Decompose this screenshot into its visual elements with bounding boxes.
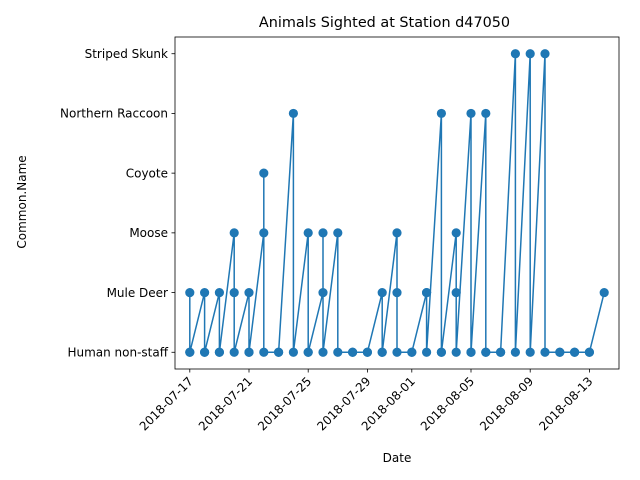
data-point xyxy=(259,347,269,357)
y-tick-label: Moose xyxy=(129,226,168,240)
data-point xyxy=(421,287,432,298)
data-point xyxy=(318,228,328,238)
data-point xyxy=(259,228,269,238)
data-point xyxy=(214,287,224,298)
data-point xyxy=(392,228,402,238)
data-point xyxy=(229,287,239,298)
y-tick-label: Striped Skunk xyxy=(85,47,168,61)
data-point xyxy=(244,287,254,298)
data-point xyxy=(318,287,328,298)
data-point xyxy=(392,347,402,357)
data-point xyxy=(436,347,446,357)
data-point xyxy=(525,347,535,357)
x-axis-title: Date xyxy=(383,451,412,465)
data-point xyxy=(259,168,269,178)
data-point xyxy=(481,347,491,357)
data-point xyxy=(599,287,609,298)
y-tick-label: Mule Deer xyxy=(107,286,168,300)
data-point xyxy=(540,347,550,357)
data-point xyxy=(200,347,210,357)
data-point xyxy=(569,347,580,357)
data-point xyxy=(481,108,491,119)
plot-frame xyxy=(174,36,620,370)
y-tick-label: Human non-staff xyxy=(67,346,168,360)
data-point xyxy=(333,228,343,238)
data-point xyxy=(229,228,239,238)
data-point xyxy=(377,287,387,298)
data-point xyxy=(407,347,417,357)
data-point xyxy=(451,287,461,298)
data-point xyxy=(273,347,284,357)
plot-area xyxy=(174,36,620,370)
data-point xyxy=(288,347,298,357)
data-point xyxy=(466,108,476,119)
data-point xyxy=(200,287,210,298)
data-point xyxy=(451,347,461,357)
chart-title: Animals Sighted at Station d47050 xyxy=(259,15,510,31)
data-point xyxy=(540,49,550,59)
data-point xyxy=(525,49,535,59)
data-point xyxy=(185,287,195,298)
data-point xyxy=(510,49,521,59)
data-point xyxy=(362,347,372,357)
data-point xyxy=(214,347,224,357)
data-point xyxy=(510,347,521,357)
data-point xyxy=(495,347,506,357)
y-axis-title: Common.Name xyxy=(15,155,29,248)
data-point xyxy=(392,287,402,298)
data-point xyxy=(555,347,565,357)
data-point xyxy=(303,347,313,357)
data-point xyxy=(421,347,432,357)
data-point xyxy=(584,347,595,357)
data-point xyxy=(288,108,298,119)
data-point xyxy=(333,347,343,357)
series-line xyxy=(189,52,605,354)
data-point xyxy=(377,347,387,357)
data-point xyxy=(318,347,328,357)
data-point xyxy=(451,228,461,238)
data-point xyxy=(229,347,239,357)
data-point xyxy=(244,347,254,357)
y-tick-label: Coyote xyxy=(126,166,168,180)
data-point xyxy=(466,347,476,357)
data-point xyxy=(436,108,446,119)
data-point xyxy=(347,347,358,357)
data-point xyxy=(303,228,313,238)
y-tick-label: Northern Raccoon xyxy=(60,107,168,121)
data-point xyxy=(185,347,195,357)
y-axis: Human non-staff Mule Deer Moose Coyote North… xyxy=(60,47,175,360)
